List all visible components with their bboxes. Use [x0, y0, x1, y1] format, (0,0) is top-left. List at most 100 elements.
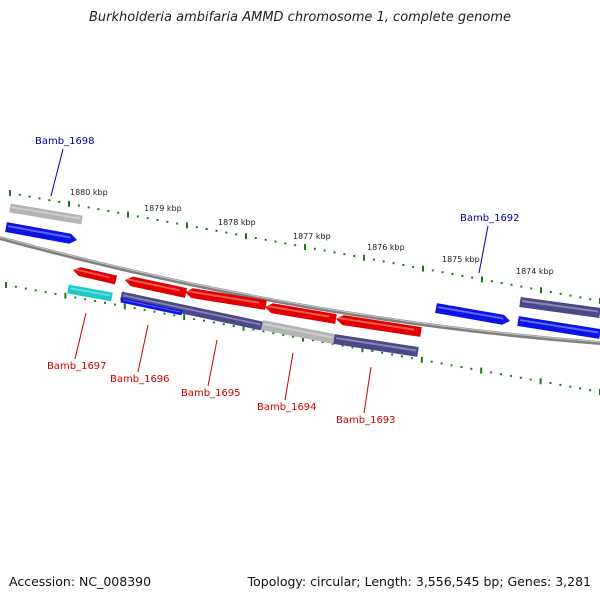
lower-scale-minor-tick	[282, 333, 285, 336]
upper-scale-minor-tick	[382, 260, 385, 263]
upper-scale-minor-tick	[107, 210, 110, 212]
tick-label: 1877 kbp	[293, 232, 331, 241]
lower-scale-minor-tick	[500, 373, 502, 376]
upper-scale-major-tick	[127, 211, 129, 218]
upper-scale-minor-tick	[48, 199, 51, 202]
upper-scale-major-tick	[9, 190, 11, 196]
lower-scale-minor-tick	[74, 296, 77, 299]
lower-scale-minor-tick	[470, 367, 473, 370]
upper-scale-minor-tick	[579, 296, 582, 299]
gene-label[interactable]: Bamb_1698	[35, 136, 95, 147]
gene-label[interactable]: Bamb_1697	[47, 361, 107, 372]
upper-scale-minor-tick	[205, 228, 208, 230]
lower-scale-major-tick	[183, 314, 186, 321]
upper-scale-minor-tick	[117, 211, 120, 214]
lower-scale-minor-tick	[519, 376, 522, 379]
gene-feature-red	[185, 288, 267, 310]
upper-scale-major-tick	[481, 276, 483, 283]
gene-feature-gray	[261, 320, 335, 344]
upper-scale-minor-tick	[461, 274, 464, 277]
upper-scale-minor-tick	[264, 238, 267, 241]
lower-scale-minor-tick	[163, 312, 166, 315]
upper-scale-minor-tick	[215, 229, 218, 232]
gene-label-leader	[478, 225, 489, 274]
gene-feature-cyan	[67, 284, 113, 302]
lower-scale-minor-tick	[589, 389, 592, 392]
upper-scale-major-tick	[304, 244, 306, 250]
lower-scale-minor-tick	[341, 344, 344, 347]
upper-scale-dots	[9, 190, 600, 304]
lower-scale-minor-tick	[143, 308, 146, 311]
upper-scale-minor-tick	[323, 249, 326, 252]
lower-scale-major-tick	[123, 303, 126, 310]
gene-feature-blue	[435, 303, 510, 325]
upper-scale-minor-tick	[225, 231, 228, 234]
lower-scale-minor-tick	[262, 330, 265, 333]
gene-label[interactable]: Bamb_1695	[181, 388, 241, 399]
gene-feature-blue	[5, 222, 78, 244]
tick-label: 1880 kbp	[70, 188, 108, 197]
lower-scale-minor-tick	[509, 374, 512, 377]
lower-scale-minor-tick	[222, 323, 225, 326]
chromosome-backbone-highlight	[0, 236, 600, 343]
gene-label[interactable]: Bamb_1692	[460, 213, 520, 224]
upper-scale-minor-tick	[156, 219, 159, 221]
lower-scale-minor-tick	[529, 378, 532, 381]
lower-scale-minor-tick	[34, 289, 37, 292]
lower-scale-major-tick	[539, 378, 542, 385]
lower-scale-minor-tick	[272, 332, 275, 335]
gene-label[interactable]: Bamb_1696	[110, 374, 170, 385]
tick-label: 1874 kbp	[516, 267, 554, 276]
upper-scale-minor-tick	[28, 195, 31, 198]
upper-scale-major-tick	[363, 254, 365, 261]
upper-scale-minor-tick	[589, 298, 592, 301]
lower-scale-minor-tick	[331, 342, 334, 345]
upper-scale-minor-tick	[254, 237, 257, 239]
gene-feature-red	[265, 303, 337, 324]
upper-scale-minor-tick	[343, 253, 346, 256]
lower-scale-minor-tick	[232, 325, 235, 328]
gene-label[interactable]: Bamb_1693	[336, 415, 396, 426]
gene-feature-red	[73, 267, 117, 285]
lower-scale-minor-tick	[559, 383, 562, 386]
gene-label-leader	[50, 148, 64, 197]
gene-features	[5, 203, 600, 357]
upper-scale-minor-tick	[441, 271, 444, 274]
gene-feature-blue	[517, 316, 600, 339]
upper-scale-minor-tick	[77, 204, 80, 207]
lower-scale-minor-tick	[113, 303, 116, 306]
lower-scale-minor-tick	[24, 287, 27, 290]
lower-scale-minor-tick	[321, 341, 324, 344]
lower-scale-major-tick	[420, 356, 423, 363]
lower-scale-minor-tick	[14, 285, 17, 288]
lower-scale-minor-tick	[133, 307, 136, 310]
lower-scale-minor-tick	[84, 298, 87, 301]
upper-scale-minor-tick	[284, 242, 287, 245]
upper-scale-minor-tick	[195, 226, 198, 229]
lower-scale-major-tick	[242, 324, 245, 331]
gene-feature-gray	[9, 203, 83, 225]
lower-scale-major-tick	[480, 367, 483, 374]
upper-scale-minor-tick	[136, 215, 139, 218]
gene-feature-navy	[120, 291, 263, 331]
upper-scale-major-tick	[186, 222, 188, 229]
upper-scale-minor-tick	[549, 291, 552, 293]
upper-scale-minor-tick	[372, 258, 375, 261]
lower-scale-dots	[5, 282, 600, 395]
lower-scale-minor-tick	[203, 319, 205, 322]
lower-scale-minor-tick	[450, 364, 453, 367]
gene-label[interactable]: Bamb_1694	[257, 402, 317, 413]
lower-scale-minor-tick	[440, 362, 443, 365]
upper-scale-major-tick	[422, 265, 424, 272]
lower-scale-minor-tick	[391, 353, 394, 356]
upper-scale-minor-tick	[431, 269, 434, 272]
upper-scale-minor-tick	[176, 222, 179, 225]
gene-feature-navy	[519, 297, 600, 318]
gene-label-leader	[74, 312, 87, 360]
upper-scale-minor-tick	[451, 273, 454, 275]
upper-scale-minor-tick	[58, 201, 61, 203]
lower-scale-minor-tick	[44, 291, 47, 294]
gene-feature-blue	[120, 297, 183, 316]
